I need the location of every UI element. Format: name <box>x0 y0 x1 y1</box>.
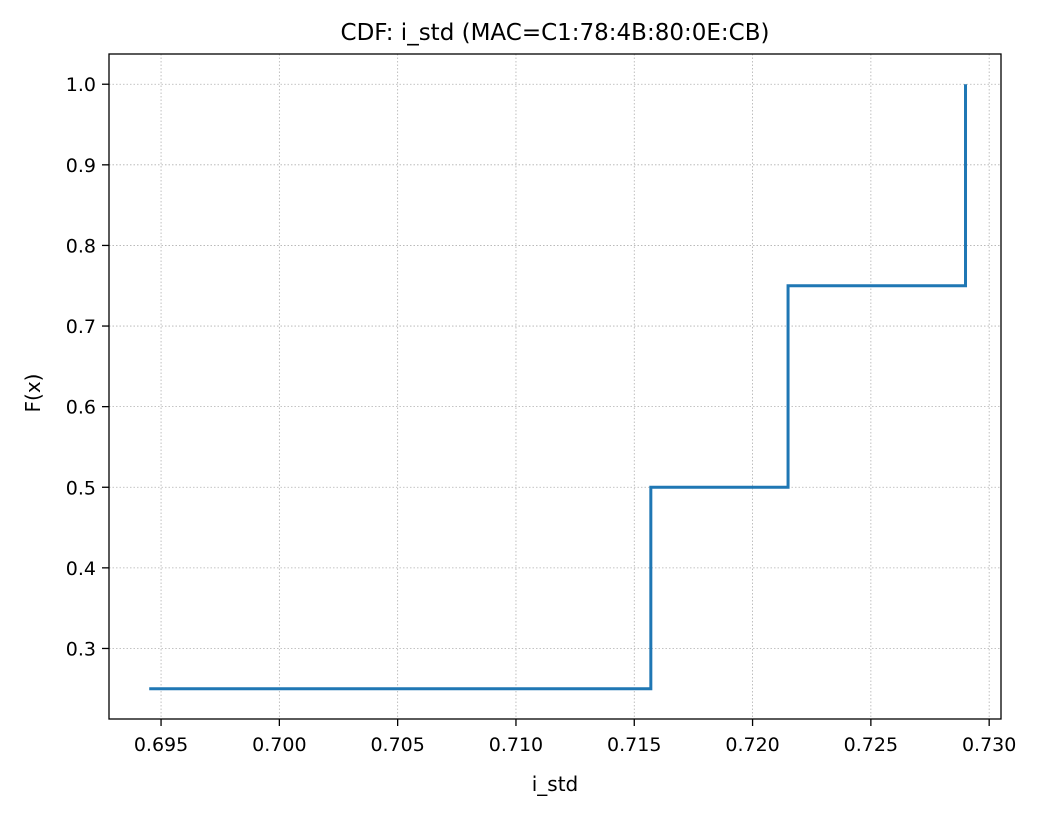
x-tick-label: 0.730 <box>962 734 1016 756</box>
y-tick-label: 0.7 <box>66 316 96 338</box>
y-tick-label: 0.8 <box>66 235 96 257</box>
y-tick-label: 0.5 <box>66 477 96 499</box>
x-tick-label: 0.710 <box>489 734 543 756</box>
x-tick-label: 0.715 <box>607 734 661 756</box>
x-tick-label: 0.720 <box>725 734 779 756</box>
x-tick-label: 0.695 <box>134 734 188 756</box>
y-axis-ticks: 0.3 0.4 0.5 0.6 0.7 0.8 0.9 1.0 <box>66 74 109 660</box>
y-tick-label: 1.0 <box>66 74 96 96</box>
chart-title: CDF: i_std (MAC=C1:78:4B:80:0E:CB) <box>341 20 770 46</box>
x-axis-label: i_std <box>532 772 579 796</box>
series-layer <box>149 84 968 691</box>
x-tick-label: 0.725 <box>844 734 898 756</box>
x-axis-ticks: 0.695 0.700 0.705 0.710 0.715 0.720 0.725 0.730 <box>134 719 1016 756</box>
grid <box>109 54 1001 719</box>
y-tick-label: 0.3 <box>66 638 96 660</box>
cdf-step-line <box>149 84 968 691</box>
y-tick-label: 0.9 <box>66 155 96 177</box>
x-tick-label: 0.705 <box>370 734 424 756</box>
plot-frame <box>108 53 1002 720</box>
y-axis-label: F(x) <box>21 374 45 413</box>
x-tick-label: 0.700 <box>252 734 306 756</box>
y-tick-label: 0.6 <box>66 397 96 419</box>
y-tick-label: 0.4 <box>66 558 96 580</box>
